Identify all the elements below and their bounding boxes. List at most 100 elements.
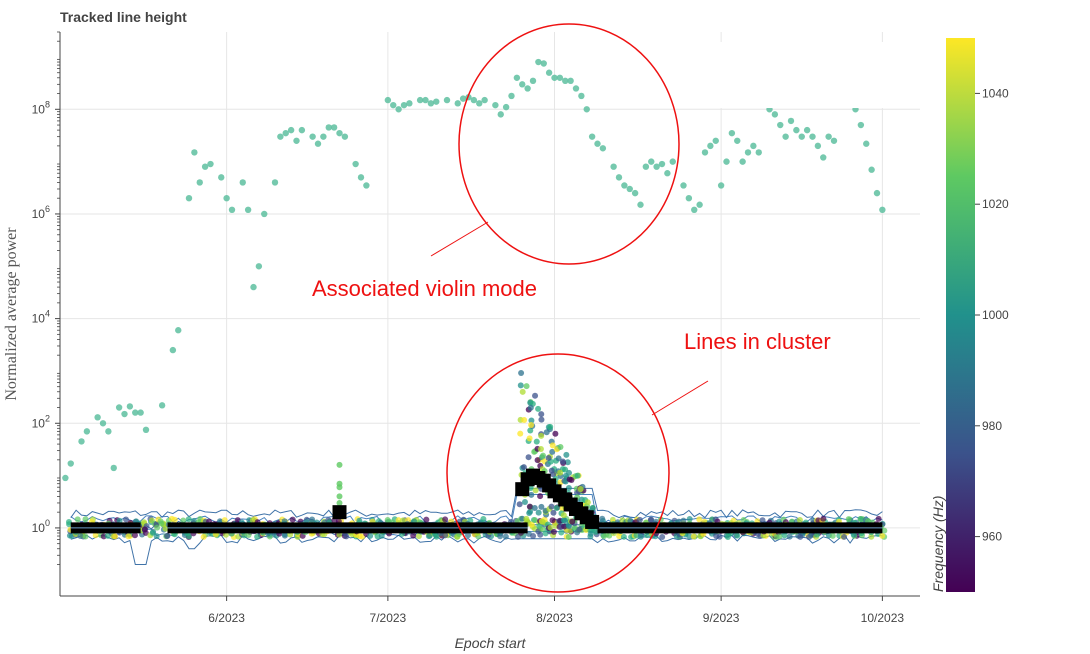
cluster-burst-point [559,458,566,465]
violin-mode-point [201,163,209,170]
cluster-point [249,517,256,524]
violin-mode-point [567,77,574,85]
violin-mode-point [685,194,693,202]
cluster-point [415,533,422,540]
annotation-lines-in-cluster: Lines in cluster [684,329,831,354]
cluster-burst-point [577,486,584,493]
cluster-burst-point [523,515,530,522]
cluster-point [423,516,430,523]
violin-mode-point [115,404,123,411]
violin-mode-point [594,140,601,147]
violin-mode-point [228,206,236,214]
cluster-burst-point [519,388,526,395]
violin-mode-point [696,201,703,208]
cluster-point [539,526,546,533]
cluster-burst-point [516,501,523,508]
cluster-burst-point [540,452,547,459]
cluster-point [425,533,432,540]
violin-mode-point [325,124,332,131]
cluster-burst-point [534,457,541,464]
violin-mode-point [712,137,719,144]
cluster-burst-point [549,448,556,455]
violin-mode-point [669,158,676,165]
cluster-point [808,532,815,539]
violin-mode-point [803,126,811,134]
cluster-point [841,533,848,540]
violin-mode-point [196,179,203,186]
cluster-point [442,516,449,523]
violin-mode-point [416,96,424,104]
cluster-burst-point [538,416,545,423]
violin-mode-point [481,96,488,104]
x-tick-label: 8/2023 [536,611,573,625]
violin-mode-point [787,117,795,125]
violin-mode-point [132,409,139,416]
cluster-point [797,533,804,540]
violin-mode-point [658,160,666,168]
cluster-burst-point [533,438,540,445]
cluster-burst-point [526,510,533,517]
violin-mode-point [680,182,687,189]
cluster-point [558,529,565,536]
violin-mode-point [94,414,101,421]
violin-mode-point [519,81,526,88]
violin-mode-point [637,201,644,208]
violin-mode-point [244,206,252,214]
violin-mode-point [879,206,886,214]
cluster-point [410,532,417,539]
violin-mode-point [717,182,725,189]
cluster-burst-point [537,493,544,500]
violin-mode-point [287,126,295,134]
violin-mode-point [707,142,714,150]
violin-mode-point [427,100,435,107]
cluster-point [221,517,228,524]
violin-mode-point [739,158,746,165]
cluster-point [820,515,827,522]
violin-mode-point [330,124,338,131]
cluster-point [845,516,852,523]
violin-mode-point [255,263,263,270]
cluster-point [550,528,557,535]
cluster-point [759,517,766,524]
cluster-point [367,532,374,539]
violin-mode-point [744,149,752,156]
violin-mode-point [191,149,198,156]
cluster-point [879,532,886,539]
cluster-point [168,515,175,522]
violin-mode-point [497,111,504,118]
y-tick-label: 104 [32,309,50,326]
cluster-burst-point [537,445,544,452]
violin-mode-point [277,133,284,140]
cluster-burst-point [548,503,555,510]
cluster-burst-point [520,464,527,471]
y-tick-label: 108 [32,99,50,116]
violin-mode-point [873,189,881,197]
x-tick-label: 7/2023 [370,611,407,625]
violin-mode-point [309,133,316,140]
cluster-point [875,515,882,522]
cluster-spike-point [336,493,343,500]
violin-mode-point [341,133,349,140]
cluster-main-series [70,468,883,534]
cluster-burst-point [535,509,542,516]
cluster-point [153,533,160,540]
cluster-point [77,532,84,539]
y-axis-label: Normalized average power [3,227,20,401]
cluster-point [154,524,161,531]
violin-mode-point [755,149,762,156]
violin-mode-point [863,140,870,147]
cluster-point [781,532,788,539]
cluster-point [686,515,693,522]
violin-mode-point [556,74,564,81]
cluster-point [74,516,81,523]
violin-mode-point [809,133,816,140]
cluster-burst-point [526,435,533,442]
violin-mode-point [642,163,650,170]
violin-mode-point [691,206,698,214]
violin-mode-point [454,100,461,107]
violin-mode-point [562,77,569,85]
cluster-point [65,519,72,526]
colorbar-tick-label: 1040 [982,86,1009,100]
violin-mode-point [508,92,515,100]
cluster-point [281,532,288,539]
